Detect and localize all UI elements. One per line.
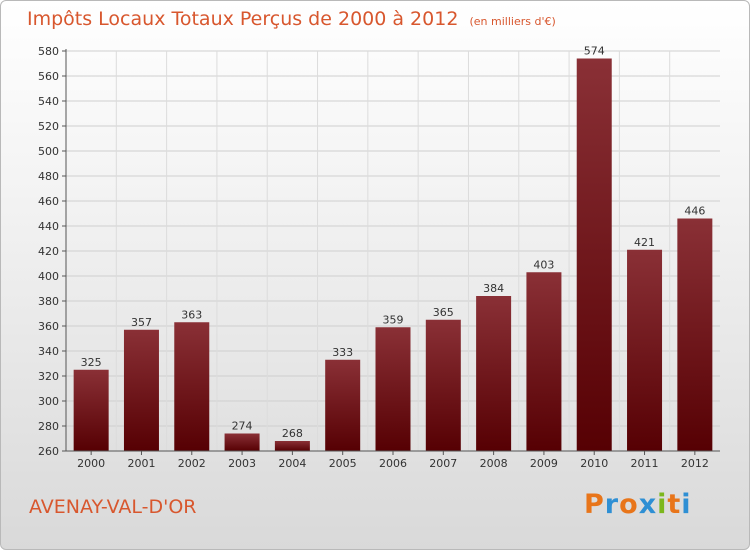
y-tick-label: 480 <box>38 170 59 183</box>
bar-2003 <box>224 433 260 451</box>
y-tick-label: 260 <box>38 445 59 458</box>
y-tick-label: 500 <box>38 145 59 158</box>
x-tick-label: 2000 <box>77 457 105 470</box>
y-tick-label: 440 <box>38 220 59 233</box>
bar-2001 <box>123 329 159 451</box>
x-tick-label: 2010 <box>580 457 608 470</box>
y-tick-label: 360 <box>38 320 59 333</box>
data-label-2004: 268 <box>282 427 303 440</box>
data-label-2003: 274 <box>232 420 253 433</box>
chart-unit: (en milliers d'€) <box>469 15 556 28</box>
bar-2002 <box>174 322 210 451</box>
data-label-2000: 325 <box>81 356 102 369</box>
chart-title-text: Impôts Locaux Totaux Perçus de 2000 à 20… <box>27 8 459 30</box>
data-label-2001: 357 <box>131 316 152 329</box>
x-tick-label: 2012 <box>681 457 709 470</box>
bar-2005 <box>325 359 361 451</box>
y-tick-label: 340 <box>38 345 59 358</box>
x-tick-label: 2002 <box>178 457 206 470</box>
y-tick-label: 420 <box>38 245 59 258</box>
y-tick-label: 320 <box>38 370 59 383</box>
proxiti-logo: Proxiti <box>584 489 692 520</box>
y-tick-label: 540 <box>38 95 59 108</box>
bar-2012 <box>677 218 713 451</box>
axes: 260 280 300 320 340 360 380 400 420 440 460 480 500 5… <box>38 45 720 470</box>
x-tick-label: 2007 <box>429 457 457 470</box>
x-tick-label: 2009 <box>530 457 558 470</box>
chart-title: Impôts Locaux Totaux Perçus de 2000 à 20… <box>27 8 556 30</box>
bar-2010 <box>576 58 612 451</box>
bar-2007 <box>425 319 461 451</box>
y-tick-label: 380 <box>38 295 59 308</box>
bar-2009 <box>526 272 562 451</box>
y-tick-label: 580 <box>38 45 59 58</box>
y-tick-label: 560 <box>38 70 59 83</box>
x-tick-label: 2003 <box>228 457 256 470</box>
y-tick-label: 300 <box>38 395 59 408</box>
data-label-2002: 363 <box>181 308 202 321</box>
bar-2011 <box>627 249 663 451</box>
data-label-2006: 359 <box>383 313 404 326</box>
bar-2008 <box>476 296 512 451</box>
x-tick-label: 2005 <box>329 457 357 470</box>
y-tick-label: 400 <box>38 270 59 283</box>
data-label-2009: 403 <box>533 258 554 271</box>
x-tick-label: 2011 <box>631 457 659 470</box>
data-labels: 325 357 363 274 268 333 359 365 384 403 574 421 446 <box>81 45 706 441</box>
data-label-2005: 333 <box>332 346 353 359</box>
data-label-2010: 574 <box>584 45 605 58</box>
bar-2000 <box>73 369 109 451</box>
y-tick-label: 460 <box>38 195 59 208</box>
x-tick-label: 2004 <box>278 457 306 470</box>
x-tick-label: 2006 <box>379 457 407 470</box>
bars <box>73 58 713 451</box>
data-label-2012: 446 <box>684 205 705 218</box>
bar-2006 <box>375 327 411 451</box>
y-tick-label: 520 <box>38 120 59 133</box>
data-label-2007: 365 <box>433 306 454 319</box>
x-tick-label: 2001 <box>127 457 155 470</box>
bar-2004 <box>274 441 310 451</box>
data-label-2011: 421 <box>634 236 655 249</box>
y-tick-label: 280 <box>38 420 59 433</box>
x-tick-label: 2008 <box>480 457 508 470</box>
commune-name: AVENAY-VAL-D'OR <box>29 496 197 518</box>
data-label-2008: 384 <box>483 282 504 295</box>
